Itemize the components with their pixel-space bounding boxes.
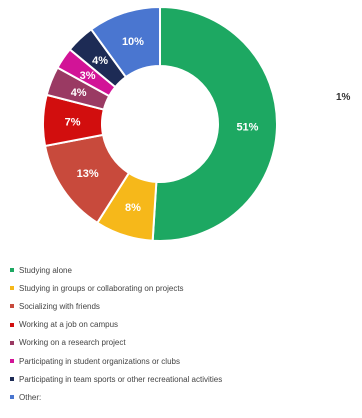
legend-item-working-on-a-research-project: Working on a research project [10, 334, 222, 352]
legend-label: Working at a job on campus [19, 320, 119, 330]
slice-label-participating-in-student-organizations-or-clubs: 3% [80, 70, 96, 82]
legend-item-studying-in-groups-or-collaborating-on-projects: Studying in groups or collaborating on p… [10, 279, 222, 297]
legend: Studying alone Studying in groups or coll… [10, 261, 222, 407]
slice-studying-alone [151, 5, 278, 242]
slice-label-studying-in-groups-or-collaborating-on-projects: 8% [125, 202, 141, 214]
legend-item-other: Other: [10, 388, 222, 406]
legend-marker [10, 377, 14, 382]
slice-label-working-at-a-job-on-campus: 7% [65, 116, 81, 128]
legend-marker [10, 322, 14, 327]
legend-marker [10, 340, 14, 345]
legend-label: Other: [19, 392, 42, 402]
legend-marker [10, 304, 14, 309]
legend-label: Socializing with friends [19, 301, 100, 311]
legend-item-participating-in-student-organizations-or-clubs: Participating in student organizations o… [10, 352, 222, 370]
legend-marker [10, 268, 14, 273]
legend-label: Participating in student organizations o… [19, 356, 180, 366]
legend-item-socializing-with-friends: Socializing with friends [10, 297, 222, 315]
slice-labels-group: 51% 8% 13% 7% 4% 3% 4% 10% [65, 36, 259, 214]
slice-label-socializing-with-friends: 13% [77, 168, 99, 180]
legend-label: Working on a research project [19, 338, 126, 348]
legend-marker [10, 359, 14, 364]
legend-item-participating-in-team-sports-or-other-recreational-activities: Participating in team sports or other re… [10, 370, 222, 388]
legend-item-studying-alone: Studying alone [10, 261, 222, 279]
legend-marker [10, 286, 14, 291]
legend-label: Participating in team sports or other re… [19, 374, 223, 384]
legend-item-working-at-a-job-on-campus: Working at a job on campus [10, 316, 222, 334]
side-label-1-percent: 1% [336, 92, 351, 103]
slice-label-studying-alone: 51% [236, 122, 258, 134]
legend-marker [10, 395, 14, 400]
legend-label: Studying alone [19, 265, 72, 275]
slice-label-other: 10% [122, 36, 144, 48]
slices-group [42, 5, 278, 242]
legend-label: Studying in groups or collaborating on p… [19, 283, 184, 293]
slice-label-working-on-a-research-project: 4% [71, 87, 87, 99]
slice-label-participating-in-team-sports-or-other-recreational-activities: 4% [92, 55, 108, 67]
slice-other [89, 5, 161, 79]
